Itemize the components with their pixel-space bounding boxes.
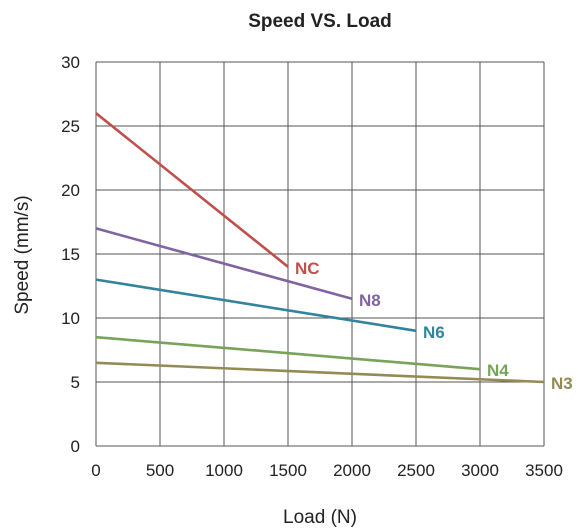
x-tick-label-1000: 1000 [205,461,243,480]
series-label-n4: N4 [487,361,509,380]
x-tick-label-1500: 1500 [269,461,307,480]
series-lines [95,112,545,384]
series-label-n8: N8 [359,291,381,310]
x-tick-label-3500: 3500 [525,461,563,480]
y-axis-label: Speed (mm/s) [12,195,33,314]
y-tick-label-30: 30 [61,53,80,72]
series-label-n6: N6 [423,323,445,342]
y-tick-label-10: 10 [61,309,80,328]
series-label-n3: N3 [551,374,573,393]
x-axis-label: Load (N) [283,507,357,528]
series-line-n3 [95,361,545,384]
tick-labels: 0 500 1000 1500 2000 2500 3000 3500 0 5 10 15 20 25 30 [61,53,563,480]
y-tick-label-5: 5 [71,373,80,392]
y-tick-label-15: 15 [61,245,80,264]
series-line-n4 [95,335,481,371]
x-tick-label-2500: 2500 [397,461,435,480]
x-tick-label-2000: 2000 [333,461,371,480]
series-label-nc: NC [295,259,320,278]
grid [95,61,545,447]
x-tick-label-0: 0 [91,461,100,480]
series-line-n8 [95,227,353,301]
series-line-n6 [95,278,417,333]
y-tick-label-25: 25 [61,117,80,136]
series-labels: NC N8 N6 N4 N3 [295,259,573,393]
chart-title: Speed VS. Load [248,11,392,32]
y-tick-label-20: 20 [61,181,80,200]
x-tick-label-3000: 3000 [461,461,499,480]
series-line-nc [95,112,289,268]
y-tick-label-0: 0 [71,437,80,456]
x-tick-label-500: 500 [146,461,174,480]
